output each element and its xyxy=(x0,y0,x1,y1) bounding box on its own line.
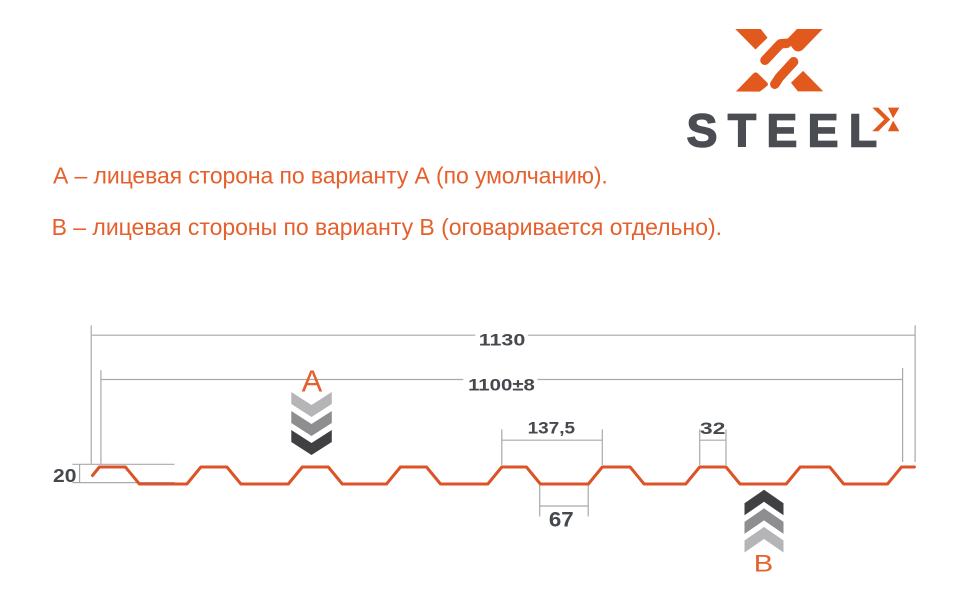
svg-text:67: 67 xyxy=(549,509,574,532)
svg-text:В: В xyxy=(754,551,773,578)
svg-text:32: 32 xyxy=(700,419,726,438)
svg-text:137,5: 137,5 xyxy=(528,419,575,438)
svg-text:1100±8: 1100±8 xyxy=(468,375,535,394)
svg-text:1130: 1130 xyxy=(479,330,526,349)
svg-text:20: 20 xyxy=(53,466,76,486)
svg-text:А: А xyxy=(302,364,323,399)
svg-text:STEEL: STEEL xyxy=(687,104,888,156)
svg-text:А – лицевая сторона по вариант: А – лицевая сторона по варианту А (по ум… xyxy=(53,162,608,188)
svg-text:В – лицевая стороны по вариант: В – лицевая стороны по варианту В (огова… xyxy=(52,214,722,240)
